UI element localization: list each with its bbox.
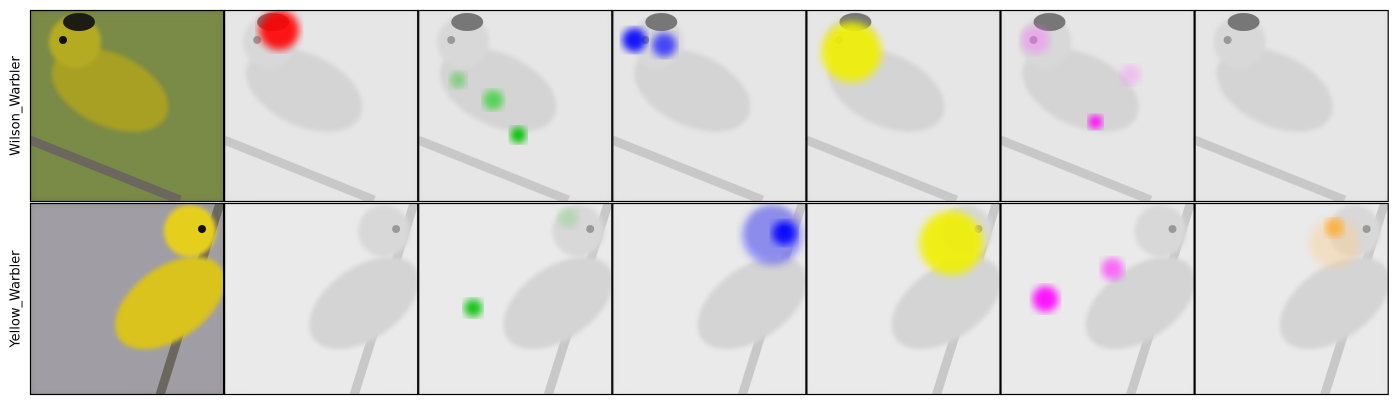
- panel-border: [612, 202, 807, 396]
- attention-blob: [483, 90, 504, 110]
- image-panel: [1000, 9, 1195, 203]
- image-panel: [418, 9, 613, 203]
- attention-blob: [1021, 26, 1050, 54]
- row-label: Yellow_Warbler: [9, 250, 24, 349]
- panel-border: [224, 202, 419, 396]
- image-content: [1194, 203, 1389, 395]
- panel-border: [1000, 202, 1195, 396]
- attention-blob: [259, 10, 300, 50]
- image-content: [612, 10, 807, 202]
- bird-body: [115, 256, 225, 350]
- panel-border: [806, 202, 1001, 396]
- image-content: [1194, 10, 1389, 202]
- bird-body: [439, 48, 557, 132]
- bird-eye: [1362, 225, 1371, 233]
- attention-blob: [1120, 65, 1141, 85]
- image-content: [224, 203, 419, 395]
- attention-blob: [821, 22, 882, 82]
- panel-border: [224, 9, 419, 203]
- bird-cap: [451, 13, 484, 31]
- bird-eye: [253, 36, 262, 44]
- bird-eye: [447, 36, 456, 44]
- image-content: [806, 203, 1001, 395]
- image-content: [612, 203, 807, 395]
- attention-blob: [919, 211, 984, 275]
- bird-head: [358, 205, 411, 257]
- image-panel: [1194, 9, 1389, 203]
- branch: [1000, 135, 1153, 202]
- image-content: [30, 203, 225, 395]
- image-panel: [612, 9, 807, 203]
- bird-cap: [63, 13, 95, 31]
- attention-blob: [1309, 218, 1360, 268]
- attention-blob: [742, 205, 803, 265]
- image-content: [418, 203, 613, 395]
- attention-blob: [464, 299, 483, 317]
- branch: [224, 135, 376, 202]
- image-panel: [418, 202, 613, 396]
- bird-body: [51, 48, 169, 132]
- panel-border: [29, 202, 225, 396]
- image-panel: [806, 202, 1001, 396]
- branch: [30, 135, 182, 202]
- panel-border: [418, 202, 613, 396]
- branch: [612, 135, 764, 202]
- image-content: [224, 10, 419, 202]
- bird-eye: [59, 36, 67, 44]
- bird-body: [697, 256, 807, 350]
- bird-eye: [392, 225, 401, 233]
- image-content: [1000, 10, 1195, 202]
- panel-border: [29, 9, 225, 203]
- panel-border: [1000, 9, 1195, 203]
- panel-border: [418, 9, 613, 203]
- bird-body: [503, 256, 613, 350]
- image-content: [1000, 203, 1195, 395]
- image-panel: [1194, 202, 1389, 396]
- attention-blob: [1088, 115, 1103, 129]
- bird-body: [1279, 256, 1389, 350]
- bird-eye: [1223, 36, 1232, 44]
- bird-body: [245, 48, 363, 132]
- attention-blob: [450, 72, 467, 88]
- attention-blob: [622, 28, 647, 52]
- bird-head: [1134, 205, 1187, 257]
- panel-border: [1194, 202, 1389, 396]
- bird-body: [634, 48, 751, 132]
- row-label: Wilson_Warbler: [9, 55, 24, 155]
- attention-blob: [1101, 258, 1124, 280]
- bird-body: [891, 256, 1001, 350]
- attention-blob: [558, 208, 579, 228]
- image-content: [806, 10, 1001, 202]
- bird-eye: [1168, 225, 1177, 233]
- image-content: [30, 10, 225, 202]
- image-panel: [29, 9, 225, 203]
- bird-cap: [1033, 13, 1066, 31]
- bird-cap: [645, 13, 678, 31]
- panel-border: [1194, 9, 1389, 203]
- bird-body: [309, 256, 419, 350]
- image-content: [418, 10, 613, 202]
- attention-blob: [1032, 286, 1059, 312]
- bird-cap: [1227, 13, 1260, 31]
- attention-blob: [652, 33, 677, 57]
- attention-blob: [772, 221, 797, 245]
- bird-eye: [586, 225, 595, 233]
- attention-blob: [510, 127, 527, 143]
- image-panel: [224, 9, 419, 203]
- bird-head: [164, 205, 216, 257]
- branch: [806, 135, 959, 202]
- bird-body: [1022, 48, 1139, 132]
- panel-border: [612, 9, 807, 203]
- image-panel: [612, 202, 807, 396]
- image-panel: [224, 202, 419, 396]
- branch: [418, 135, 570, 202]
- bird-eye: [198, 225, 206, 233]
- image-panel: [806, 9, 1001, 203]
- image-panel: [1000, 202, 1195, 396]
- bird-body: [1216, 48, 1333, 132]
- panel-border: [806, 9, 1001, 203]
- image-panel: [29, 202, 225, 396]
- branch: [1194, 135, 1347, 202]
